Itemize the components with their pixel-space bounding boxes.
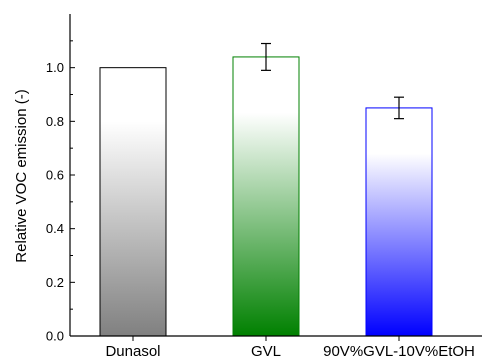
y-tick-label-4: 0.8 (46, 114, 64, 129)
y-tick-label-0: 0.0 (46, 329, 64, 344)
error-bars-group (261, 42, 404, 120)
y-tick-label-2: 0.4 (46, 221, 64, 236)
y-tick-label-3: 0.6 (46, 168, 64, 183)
axes-group (69, 14, 482, 341)
category-labels-group: Dunasol GVL 90V%GVL-10V%EtOH (105, 343, 474, 360)
bars-group (99, 56, 433, 337)
x-tick-label-2: 90V%GVL-10V%EtOH (323, 343, 475, 360)
x-tick-label-1: GVL (251, 343, 281, 360)
x-tick-label-0: Dunasol (105, 343, 160, 360)
bar-dunasol (99, 67, 167, 337)
y-axis-title: Relative VOC emission (-) (13, 89, 30, 262)
bar-gvl (232, 56, 300, 337)
y-tick-label-1: 0.2 (46, 275, 64, 290)
y-tick-label-5: 1.0 (46, 60, 64, 75)
tick-labels-group: 0.0 0.2 0.4 0.6 0.8 1.0 (46, 60, 64, 343)
bar-90v-gvl-10v-etoh (365, 107, 433, 337)
